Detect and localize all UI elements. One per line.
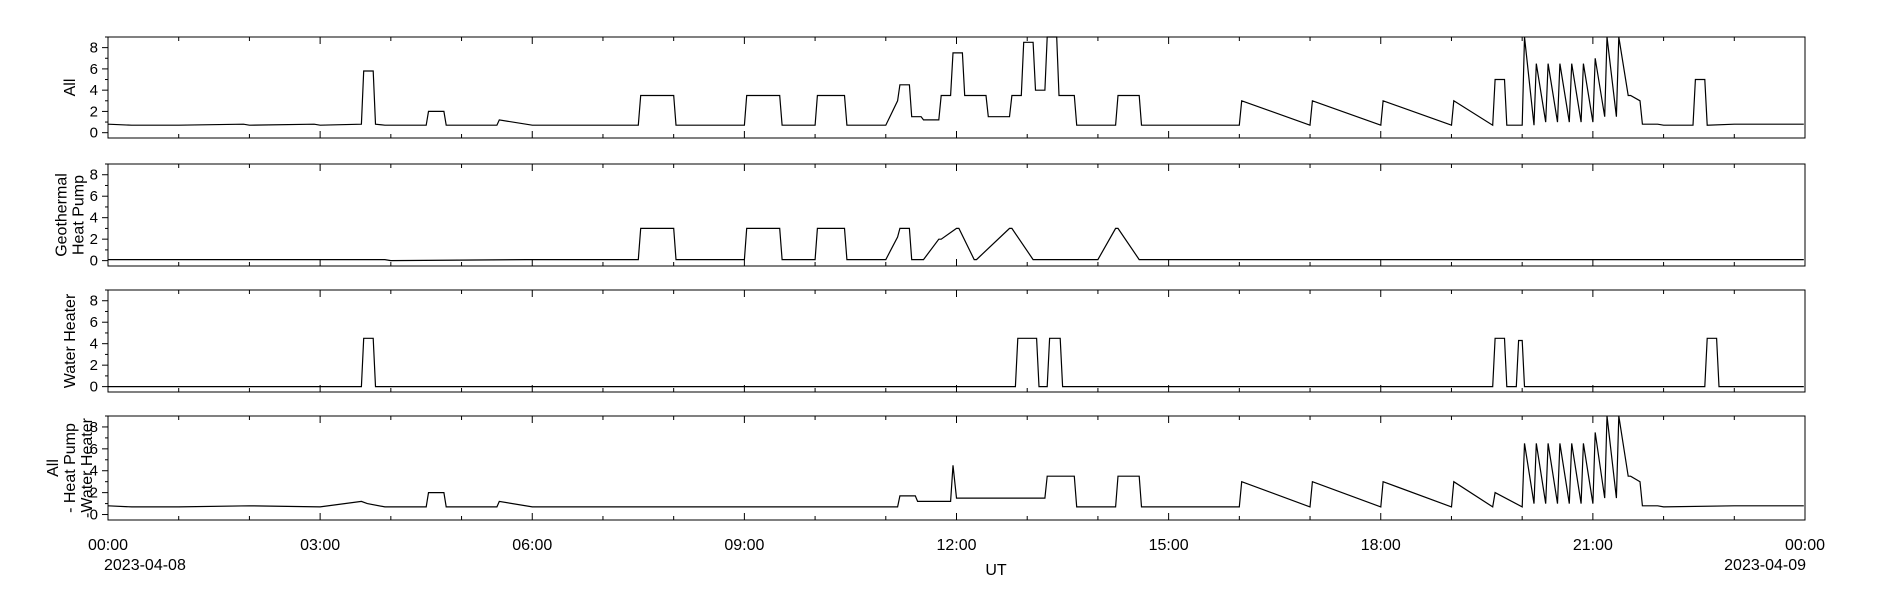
y-tick-label: 4	[90, 210, 98, 227]
y-tick-label: 8	[90, 293, 98, 310]
y-tick-label: 2	[90, 103, 98, 120]
panel-frame	[107, 163, 1806, 267]
x-axis: 00:00 03:00 06:00 09:00 12:00 15:00 18:00 21:00…	[88, 537, 1825, 554]
y-tick-label: 2	[90, 231, 98, 248]
y-tick-label: 8	[90, 40, 98, 57]
series-line-1	[107, 36, 1804, 127]
panel-1: 0 2 4 6 8 All	[62, 36, 1806, 142]
y-axis-label: All	[62, 79, 79, 97]
x-tick-label: 15:00	[1149, 537, 1189, 554]
x-axis-label: UT	[985, 562, 1007, 579]
x-tick-label: 21:00	[1573, 537, 1613, 554]
x-tick-label: 09:00	[724, 537, 764, 554]
x-start-date: 2023-04-08	[104, 557, 186, 574]
x-tick-label: 12:00	[936, 537, 976, 554]
x-tick-label: 03:00	[300, 537, 340, 554]
x-tick-label: 00:00	[1785, 537, 1825, 554]
y-tick-label: 6	[90, 188, 98, 205]
y-tick-label: 4	[90, 336, 98, 353]
x-tick-label: 06:00	[512, 537, 552, 554]
y-tick-label: 6	[90, 441, 98, 458]
y-tick-label: 0	[90, 379, 98, 396]
y-axis-label: GeothermalHeat Pump	[54, 173, 88, 257]
y-tick-label: 4	[90, 82, 98, 99]
x-end-date: 2023-04-09	[1724, 557, 1806, 574]
y-tick-label: 6	[90, 314, 98, 331]
x-tick-label: 18:00	[1361, 537, 1401, 554]
y-axis-label: Water Heater	[62, 293, 79, 388]
y-tick-label: 0	[90, 253, 98, 270]
panel-3: 0 2 4 6 8 Water Heater	[62, 289, 1806, 396]
x-tick-label: 00:00	[88, 537, 128, 554]
y-tick-label: 6	[90, 61, 98, 78]
y-tick-label: 0	[90, 507, 98, 524]
series-line-3	[108, 337, 1804, 388]
series-line-2	[108, 227, 1804, 262]
y-tick-label: 2	[90, 357, 98, 374]
panel-frame	[107, 289, 1806, 393]
y-axis-label: All- Heat Pump-Water Heater	[45, 417, 96, 518]
y-tick-label: 8	[90, 419, 98, 436]
panel-frame	[107, 415, 1806, 521]
y-tick-label: 2	[90, 485, 98, 502]
series-line-4	[107, 415, 1804, 508]
y-tick-label: 0	[90, 125, 98, 142]
y-tick-label: 8	[90, 167, 98, 184]
y-tick-label: 4	[90, 463, 98, 480]
